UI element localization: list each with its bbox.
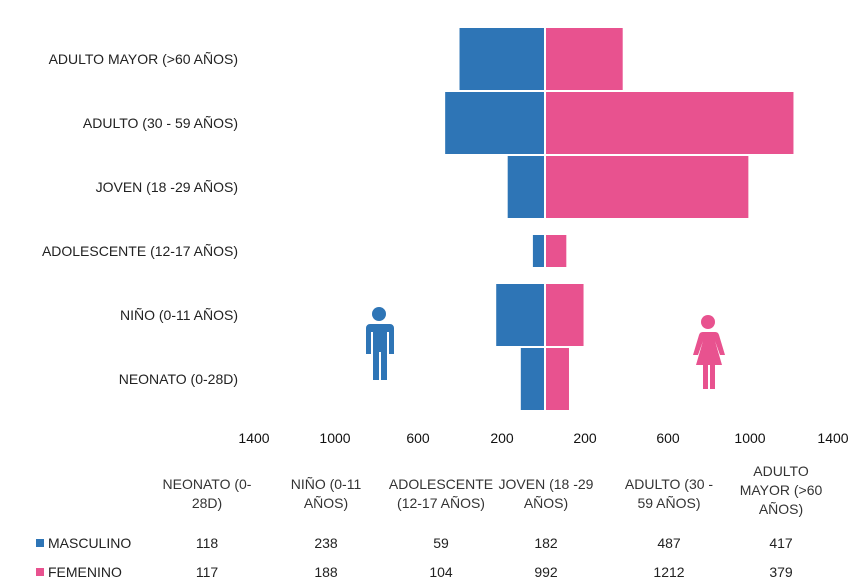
x-tick-label-1: 1000 (319, 430, 350, 446)
x-tick-label-3: 200 (490, 430, 514, 446)
table-cell: 118 (195, 535, 219, 551)
table-cell: 1212 (653, 564, 685, 580)
table-cell: 182 (534, 535, 558, 551)
table-header-3: JOVEN (18 -29 AÑOS) (498, 476, 594, 511)
legend-label: FEMENINO (48, 564, 122, 580)
x-tick-label-6: 1000 (734, 430, 765, 446)
table-cell: 59 (433, 535, 449, 551)
bar-femenino-3 (545, 235, 567, 267)
bar-masculino-4 (496, 284, 545, 346)
category-label-2: JOVEN (18 -29 AÑOS) (96, 179, 238, 195)
table-cell: 117 (195, 564, 219, 580)
x-axis-ticks: 1400 1000 600 200 200 600 1000 1400 (238, 430, 848, 446)
table-cell: 188 (314, 564, 338, 580)
category-label-0: ADULTO MAYOR (>60 AÑOS) (49, 51, 238, 67)
x-tick-label-7: 1400 (817, 430, 848, 446)
bars-group (445, 26, 794, 412)
table-cell: 379 (769, 564, 793, 580)
table-cell: 487 (657, 535, 681, 551)
table-header-4: ADULTO (30 - 59 AÑOS) (624, 476, 714, 511)
bar-masculino-0 (459, 28, 545, 90)
category-label-3: ADOLESCENTE (12-17 AÑOS) (42, 243, 238, 259)
x-tick-label-2: 600 (406, 430, 430, 446)
bar-femenino-5 (545, 348, 569, 410)
legend-swatch (36, 568, 44, 576)
category-labels: ADULTO MAYOR (>60 AÑOS) ADULTO (30 - 59 A… (42, 51, 238, 387)
legend-swatch (36, 539, 44, 547)
table-cell: 104 (429, 564, 453, 580)
x-tick-label-4: 200 (573, 430, 597, 446)
data-table: NEONATO (0- 28D) NIÑO (0-11 AÑOS) ADOLESCE… (0, 458, 854, 587)
population-pyramid-chart: ADULTO MAYOR (>60 AÑOS) ADULTO (30 - 59 A… (42, 26, 849, 446)
table-header-5: ADULTO MAYOR (>60 AÑOS) (739, 463, 823, 517)
bar-femenino-4 (545, 284, 584, 346)
bar-masculino-1 (445, 92, 545, 154)
male-person-icon (366, 307, 394, 380)
table-cell: 238 (314, 535, 338, 551)
x-tick-label-5: 600 (656, 430, 680, 446)
female-person-icon (693, 315, 725, 389)
table-cell: 417 (769, 535, 793, 551)
category-label-1: ADULTO (30 - 59 AÑOS) (83, 115, 238, 131)
bar-masculino-2 (507, 156, 545, 218)
legend-label: MASCULINO (48, 535, 132, 551)
category-label-5: NEONATO (0-28D) (119, 371, 238, 387)
bar-masculino-5 (520, 348, 545, 410)
x-tick-label-0: 1400 (238, 430, 269, 446)
table-header-2: ADOLESCENTE (12-17 AÑOS) (388, 476, 494, 511)
bar-femenino-2 (545, 156, 749, 218)
bar-femenino-0 (545, 28, 623, 90)
bar-masculino-3 (532, 235, 545, 267)
legend-masculino: MASCULINO (36, 535, 131, 551)
category-label-4: NIÑO (0-11 AÑOS) (120, 307, 238, 323)
table-cell: 992 (534, 564, 558, 580)
table-header-1: NIÑO (0-11 AÑOS) (290, 476, 362, 511)
bar-femenino-1 (545, 92, 794, 154)
legend-femenino: FEMENINO (36, 564, 122, 580)
table-header-0: NEONATO (0- 28D) (162, 476, 252, 511)
